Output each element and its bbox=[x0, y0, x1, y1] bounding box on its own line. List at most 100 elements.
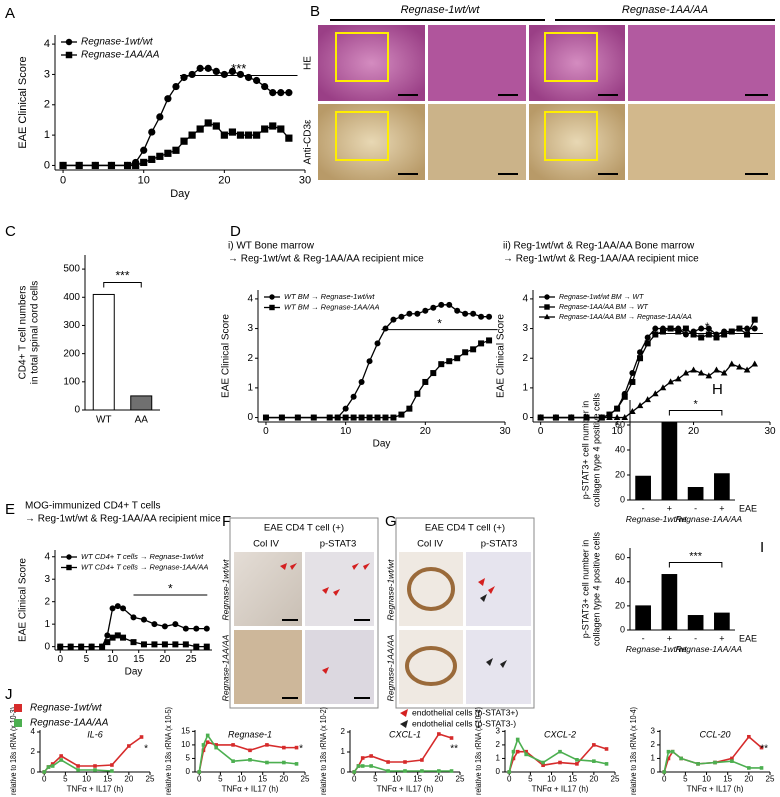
y-tick-label: 1 bbox=[44, 619, 50, 630]
marker bbox=[414, 310, 421, 317]
x-tick-label: 5 bbox=[63, 775, 68, 784]
annotation: ** bbox=[760, 744, 768, 755]
micrograph bbox=[628, 25, 775, 101]
y-tick-label: 400 bbox=[63, 292, 80, 303]
marker bbox=[188, 131, 196, 139]
legend-label: WT BM → Regnase-1AA/AA bbox=[284, 302, 379, 311]
y-tick-label: 2 bbox=[247, 353, 253, 364]
marker bbox=[449, 736, 454, 740]
x-tick-label: 20 bbox=[124, 775, 133, 784]
x-tick-label: 25 bbox=[186, 654, 198, 665]
y-tick-label: 0 bbox=[522, 412, 528, 423]
marker bbox=[406, 405, 413, 412]
x-tick-label: 5 bbox=[218, 775, 223, 784]
y-tick-label: 0 bbox=[496, 767, 501, 776]
panel-title: EAE CD4 T cell (+) bbox=[264, 523, 344, 534]
marker bbox=[57, 643, 64, 650]
y-tick-label: 1 bbox=[247, 383, 253, 394]
marker bbox=[652, 331, 659, 338]
legend-label: Regnase-1AA/AA BM → WT bbox=[559, 304, 649, 311]
marker bbox=[670, 749, 675, 754]
marker bbox=[356, 764, 361, 768]
marker bbox=[59, 161, 67, 170]
panel-letter: A bbox=[5, 5, 15, 22]
x-tick-label: 5 bbox=[84, 654, 90, 665]
annotation: * bbox=[168, 582, 173, 596]
x-tick-label: - bbox=[642, 633, 645, 643]
annotation: * bbox=[299, 744, 303, 755]
marker bbox=[698, 325, 705, 332]
marker bbox=[130, 614, 137, 621]
marker bbox=[637, 355, 644, 362]
column-header: Col IV bbox=[417, 539, 444, 550]
legend-marker bbox=[65, 38, 73, 46]
micrograph bbox=[305, 552, 374, 626]
legend-label: endothelial cells (p-STAT3-) bbox=[412, 718, 516, 728]
marker bbox=[675, 328, 682, 335]
y-tick-label: 0 bbox=[620, 624, 625, 634]
marker bbox=[606, 413, 613, 420]
marker bbox=[180, 137, 188, 145]
marker bbox=[751, 316, 758, 323]
marker bbox=[659, 328, 666, 335]
legend-marker bbox=[269, 294, 275, 300]
y-tick-label: 3 bbox=[522, 323, 528, 334]
marker bbox=[151, 641, 158, 648]
x-axis-label: TNFα + IL17 (h) bbox=[67, 785, 124, 794]
chart-title: ii) Reg-1wt/wt & Reg-1AA/AA Bone marrow bbox=[503, 241, 695, 252]
zoom-box bbox=[335, 111, 389, 161]
marker bbox=[652, 390, 659, 397]
y-tick-label: 10 bbox=[181, 740, 190, 749]
marker bbox=[446, 301, 453, 308]
y-tick-label: 60 bbox=[615, 552, 625, 562]
chart-title: → Reg-1wt/wt & Reg-1AA/AA recipient mice bbox=[503, 254, 699, 265]
marker bbox=[269, 89, 277, 97]
marker bbox=[398, 411, 405, 418]
x-axis-label: TNFα + IL17 (h) bbox=[687, 785, 744, 794]
annotation: *** bbox=[689, 550, 703, 562]
micrograph bbox=[428, 104, 526, 180]
panel-letter: J bbox=[5, 686, 13, 703]
bar bbox=[661, 574, 678, 631]
x-tick-label: 0 bbox=[263, 426, 269, 437]
marker bbox=[386, 760, 390, 764]
y-axis-label: p-STAT3+ cell number in bbox=[580, 540, 590, 638]
marker bbox=[140, 641, 147, 648]
marker bbox=[193, 643, 200, 650]
vessel bbox=[407, 567, 455, 611]
x-tick-label: + bbox=[719, 503, 724, 513]
marker bbox=[182, 625, 189, 632]
marker bbox=[127, 744, 131, 748]
marker bbox=[751, 325, 758, 332]
chart-title: → Reg-1wt/wt & Reg-1AA/AA recipient mice bbox=[228, 254, 424, 265]
marker bbox=[390, 316, 397, 323]
marker bbox=[592, 759, 596, 763]
panel-letter: H bbox=[712, 381, 723, 398]
marker bbox=[730, 759, 734, 763]
marker bbox=[278, 414, 285, 421]
group-axis-label: EAE bbox=[739, 633, 757, 643]
x-axis-label: Day bbox=[125, 667, 143, 678]
marker bbox=[294, 745, 299, 750]
marker bbox=[214, 745, 218, 750]
panel-letter: D bbox=[230, 223, 241, 240]
legend-label: Regnase-1AA/AA bbox=[30, 718, 109, 729]
y-axis-label: relative to 18s rRNA (x 10-3) bbox=[9, 707, 18, 795]
y-tick-label: 40 bbox=[615, 444, 625, 454]
marker bbox=[398, 313, 405, 320]
y-tick-label: 40 bbox=[615, 576, 625, 586]
marker bbox=[705, 325, 712, 332]
scale-bars bbox=[398, 94, 768, 175]
marker bbox=[265, 760, 269, 765]
marker bbox=[59, 758, 63, 762]
zoom-box bbox=[335, 32, 389, 82]
marker bbox=[107, 161, 116, 170]
micrograph bbox=[318, 104, 425, 180]
marker bbox=[511, 749, 516, 754]
y-tick-label: 3 bbox=[651, 726, 656, 735]
marker bbox=[736, 325, 743, 332]
marker bbox=[277, 89, 285, 97]
marker bbox=[140, 158, 148, 167]
marker bbox=[104, 632, 111, 639]
row-label: HE bbox=[303, 56, 314, 70]
